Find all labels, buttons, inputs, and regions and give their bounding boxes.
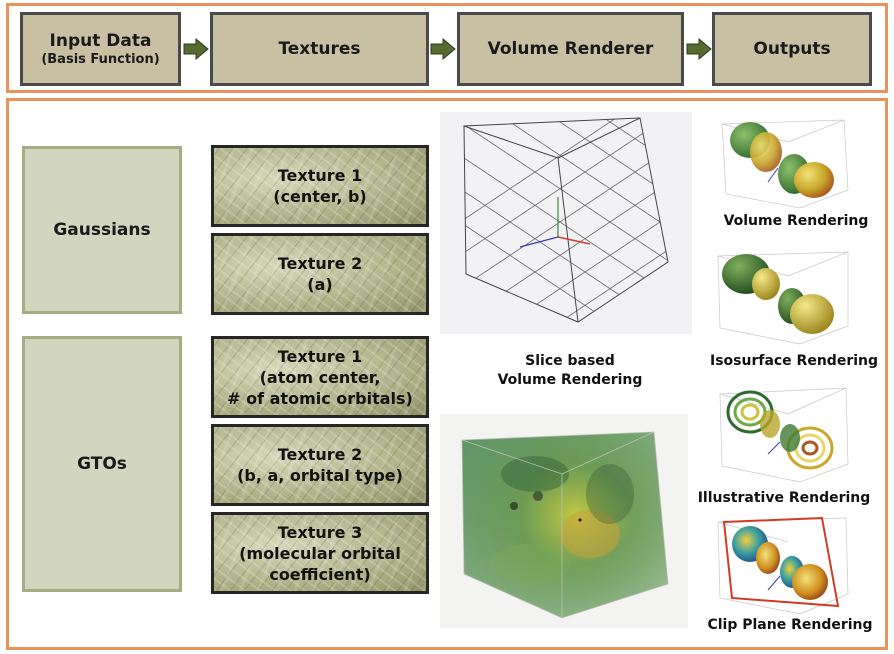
textures-box: Textures — [210, 12, 429, 86]
slice-wireframe-cube — [440, 112, 692, 334]
volume-rendering-caption: Volume Rendering — [706, 213, 886, 229]
texture-title: Texture 2 — [278, 444, 362, 465]
isosurface-rendering-caption: Isosurface Rendering — [696, 353, 892, 369]
clip-plane-rendering-caption: Clip Plane Rendering — [694, 617, 886, 633]
volume-rendered-cube — [440, 414, 688, 628]
texture-desc: (atom center, — [260, 367, 381, 388]
volume-renderer-box: Volume Renderer — [457, 12, 684, 86]
gto-texture-2: Texture 2 (b, a, orbital type) — [211, 424, 429, 506]
volume-renderer-label: Volume Renderer — [488, 39, 654, 59]
texture-desc: (center, b) — [273, 186, 367, 207]
textures-label: Textures — [278, 39, 360, 59]
texture-title: Texture 1 — [278, 346, 362, 367]
texture-title: Texture 2 — [278, 253, 362, 274]
slice-caption: Slice based Volume Rendering — [480, 352, 660, 390]
volume-rendering-thumb — [708, 112, 852, 212]
texture-desc: (b, a, orbital type) — [237, 465, 403, 486]
arrow-right-icon — [686, 38, 712, 60]
isosurface-rendering-thumb — [708, 244, 852, 348]
arrow-right-icon — [183, 38, 209, 60]
gaussians-category: Gaussians — [22, 146, 182, 314]
outputs-label: Outputs — [753, 39, 830, 59]
texture-desc: (molecular orbital — [239, 543, 401, 564]
texture-desc: (a) — [307, 274, 332, 295]
gtos-label: GTOs — [77, 454, 127, 474]
gtos-category: GTOs — [22, 336, 182, 592]
gaussian-texture-1: Texture 1 (center, b) — [211, 145, 429, 227]
texture-title: Texture 3 — [278, 522, 362, 543]
texture-desc: # of atomic orbitals) — [227, 388, 413, 409]
illustrative-rendering-thumb — [708, 380, 852, 486]
gto-texture-1: Texture 1 (atom center, # of atomic orbi… — [211, 336, 429, 418]
slice-caption-line: Volume Rendering — [480, 371, 660, 390]
input-data-box: Input Data (Basis Function) — [20, 12, 181, 86]
illustrative-rendering-caption: Illustrative Rendering — [688, 490, 880, 506]
texture-title: Texture 1 — [278, 165, 362, 186]
gaussian-texture-2: Texture 2 (a) — [211, 233, 429, 315]
texture-desc: coefficient) — [269, 564, 370, 585]
gto-texture-3: Texture 3 (molecular orbital coefficient… — [211, 512, 429, 594]
gaussians-label: Gaussians — [53, 220, 150, 240]
clip-plane-rendering-thumb — [706, 512, 854, 618]
input-data-label: Input Data — [50, 31, 152, 51]
basis-function-label: (Basis Function) — [41, 52, 159, 67]
slice-caption-line: Slice based — [480, 352, 660, 371]
arrow-right-icon — [430, 38, 456, 60]
outputs-box: Outputs — [712, 12, 872, 86]
